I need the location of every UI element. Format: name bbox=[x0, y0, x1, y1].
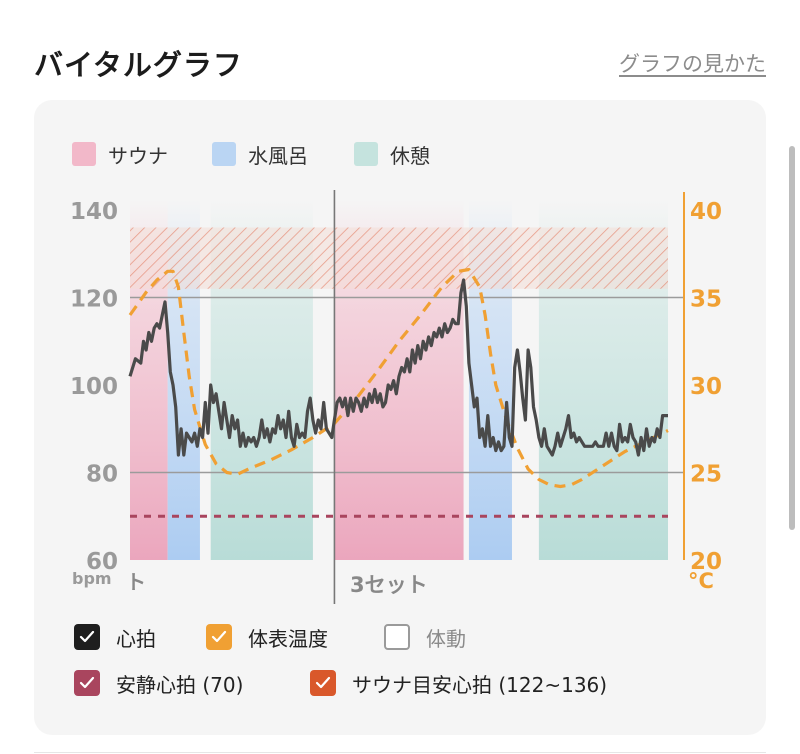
heart-rate-series bbox=[128, 278, 668, 457]
legend-label-cold-bath: 水風呂 bbox=[248, 143, 308, 168]
how-to-read-link[interactable]: グラフの見かた bbox=[619, 52, 766, 76]
sauna-target-band bbox=[130, 227, 668, 289]
checkbox-body-temp[interactable] bbox=[206, 624, 232, 650]
checkbox-resting-hr[interactable] bbox=[74, 670, 100, 696]
toggle-label-resting-hr: 安静心拍 (70) bbox=[116, 672, 244, 697]
y-right-tick-label: 35 bbox=[690, 287, 722, 313]
toggle-body-motion[interactable]: 体動 bbox=[384, 622, 466, 652]
sauna-target-hatch bbox=[130, 227, 668, 289]
y-left-tick-label: 80 bbox=[86, 462, 118, 488]
toggle-sauna-target-hr[interactable]: サウナ目安心拍 (122~136) bbox=[310, 668, 607, 698]
toggle-label-sauna-target-hr: サウナ目安心拍 (122~136) bbox=[352, 672, 608, 697]
set-label: 3セット bbox=[350, 573, 428, 597]
y-right-tick-label: 30 bbox=[690, 374, 722, 400]
legend-swatch-rest bbox=[354, 142, 378, 166]
divider bbox=[34, 752, 766, 753]
y-left-unit: bpm bbox=[72, 569, 112, 588]
heart-rate-line bbox=[128, 278, 668, 457]
legend-item-cold-bath: 水風呂 bbox=[212, 138, 308, 170]
body-temp-line bbox=[128, 267, 669, 489]
page-title: バイタルグラフ bbox=[34, 48, 243, 82]
vital-graph-card: サウナ 水風呂 休憩 bbox=[34, 100, 766, 735]
y-right-tick-label: 40 bbox=[690, 199, 722, 225]
prev-set-label: ト bbox=[126, 570, 146, 594]
y-left-tick-label: 120 bbox=[70, 287, 118, 313]
check-icon bbox=[79, 630, 95, 643]
toggle-label-body-motion: 体動 bbox=[426, 626, 466, 651]
check-icon bbox=[315, 676, 331, 689]
toggle-body-temp[interactable]: 体表温度 bbox=[206, 622, 328, 652]
scrollbar[interactable] bbox=[789, 146, 795, 530]
legend-swatch-sauna bbox=[72, 142, 96, 166]
y-right-unit: °C bbox=[688, 569, 714, 593]
y-left-tick-label: 60 bbox=[86, 549, 118, 575]
legend-item-sauna: サウナ bbox=[72, 138, 168, 170]
checkbox-heart-rate[interactable] bbox=[74, 624, 100, 650]
toggle-heart-rate[interactable]: 心拍 bbox=[74, 622, 156, 652]
legend-item-rest: 休憩 bbox=[354, 138, 430, 170]
check-icon bbox=[79, 676, 95, 689]
checkbox-body-motion[interactable] bbox=[384, 624, 410, 650]
axes: 140 120 100 80 60 40 35 30 25 20 bbox=[70, 192, 722, 575]
body-temp-series bbox=[128, 267, 669, 489]
legend-swatch-cold-bath bbox=[212, 142, 236, 166]
header: バイタルグラフ グラフの見かた bbox=[34, 36, 766, 86]
toggle-label-heart-rate: 心拍 bbox=[116, 626, 156, 651]
checkbox-sauna-target-hr[interactable] bbox=[310, 670, 336, 696]
vital-chart[interactable]: 140 120 100 80 60 40 35 30 25 20 ト 3セット bpm °C bbox=[34, 100, 766, 610]
legend-label-rest: 休憩 bbox=[390, 143, 430, 168]
y-left-tick-label: 140 bbox=[70, 199, 118, 225]
check-icon bbox=[211, 630, 227, 643]
y-right-tick-label: 25 bbox=[690, 462, 722, 488]
y-left-tick-label: 100 bbox=[70, 374, 118, 400]
y-right-tick-label: 20 bbox=[690, 549, 722, 575]
toggle-label-body-temp: 体表温度 bbox=[248, 626, 328, 651]
toggle-resting-hr[interactable]: 安静心拍 (70) bbox=[74, 668, 243, 698]
legend-label-sauna: サウナ bbox=[108, 143, 168, 168]
